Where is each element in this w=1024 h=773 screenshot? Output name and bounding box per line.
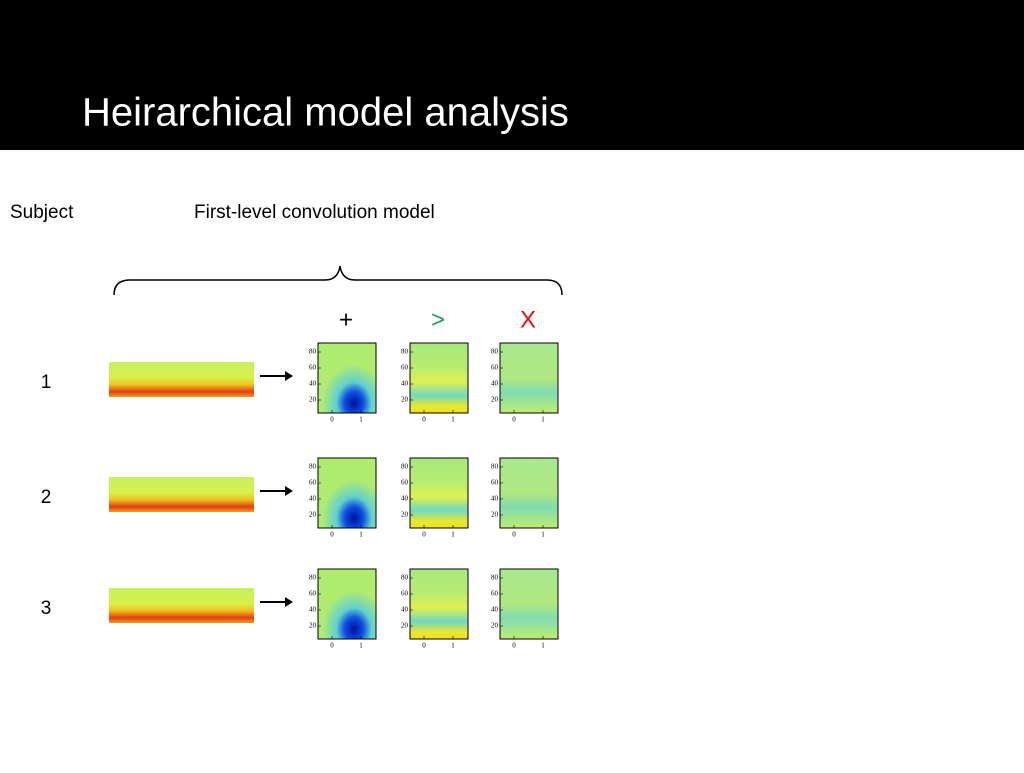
y-tick-label: 80 (401, 348, 409, 356)
y-tick-label: 40 (309, 380, 317, 388)
subject-heading: Subject (10, 202, 74, 223)
arrow-head (285, 371, 293, 381)
y-tick-label: 40 (491, 606, 499, 614)
x-tick-label: 0 (330, 642, 334, 650)
y-tick-label: 20 (401, 511, 409, 519)
x-tick-label: 0 (330, 531, 334, 539)
heatmap (409, 342, 469, 414)
x-tick-label: 0 (422, 642, 426, 650)
y-tick-label: 80 (309, 574, 317, 582)
header-bar (0, 0, 1024, 150)
y-tick-label: 80 (309, 348, 317, 356)
y-tick-label: 20 (309, 622, 317, 630)
y-tick-label: 80 (401, 463, 409, 471)
heatmap (409, 457, 469, 529)
heatmap (317, 457, 377, 529)
subject-number: 2 (41, 487, 52, 508)
y-tick-label: 60 (491, 479, 499, 487)
heatmap (499, 457, 559, 529)
subject-number: 1 (41, 372, 52, 393)
spectrogram (109, 477, 254, 512)
heatmap (409, 568, 469, 640)
y-tick-label: 40 (401, 380, 409, 388)
y-tick-label: 40 (309, 606, 317, 614)
y-tick-label: 80 (401, 574, 409, 582)
y-tick-label: 40 (401, 495, 409, 503)
y-tick-label: 20 (309, 511, 317, 519)
y-tick-label: 20 (491, 396, 499, 404)
y-tick-label: 40 (309, 495, 317, 503)
y-tick-label: 40 (401, 606, 409, 614)
condition-label: + (339, 306, 353, 333)
arrow-head (285, 486, 293, 496)
slide-title: Heirarchical model analysis (82, 91, 569, 135)
y-tick-label: 80 (491, 463, 499, 471)
y-tick-label: 20 (491, 622, 499, 630)
y-tick-label: 80 (491, 574, 499, 582)
y-tick-label: 60 (309, 364, 317, 372)
y-tick-label: 60 (309, 479, 317, 487)
y-tick-label: 80 (309, 463, 317, 471)
y-tick-label: 40 (491, 495, 499, 503)
heatmap (317, 568, 377, 640)
x-tick-label: 0 (512, 642, 516, 650)
x-tick-label: 1 (451, 531, 455, 539)
x-tick-label: 0 (422, 531, 426, 539)
x-tick-label: 1 (541, 416, 545, 424)
y-tick-label: 60 (401, 479, 409, 487)
x-tick-label: 1 (359, 416, 363, 424)
heatmap (317, 342, 377, 414)
brace (113, 265, 563, 296)
x-tick-label: 1 (451, 416, 455, 424)
y-tick-label: 20 (491, 511, 499, 519)
y-tick-label: 20 (309, 396, 317, 404)
y-tick-label: 60 (309, 590, 317, 598)
x-tick-label: 1 (541, 531, 545, 539)
y-tick-label: 60 (491, 590, 499, 598)
y-tick-label: 60 (491, 364, 499, 372)
y-tick-label: 20 (401, 396, 409, 404)
x-tick-label: 1 (359, 531, 363, 539)
x-tick-label: 0 (422, 416, 426, 424)
x-tick-label: 0 (512, 531, 516, 539)
spectrogram (109, 588, 254, 623)
subject-number: 3 (41, 598, 52, 619)
condition-label: X (520, 306, 536, 333)
spectrogram (109, 362, 254, 397)
x-tick-label: 0 (330, 416, 334, 424)
y-tick-label: 60 (401, 364, 409, 372)
model-heading: First-level convolution model (194, 202, 435, 223)
y-tick-label: 80 (491, 348, 499, 356)
heatmap (499, 342, 559, 414)
x-tick-label: 1 (359, 642, 363, 650)
y-tick-label: 60 (401, 590, 409, 598)
heatmap (499, 568, 559, 640)
content: + > X 1 80 60 40 20 0 1 80 60 40 20 0 1 80 60 40 20 0 1 2 80 60 4… (41, 306, 559, 650)
x-tick-label: 0 (512, 416, 516, 424)
x-tick-label: 1 (541, 642, 545, 650)
y-tick-label: 20 (401, 622, 409, 630)
condition-label: > (431, 306, 445, 333)
arrow-head (285, 597, 293, 607)
x-tick-label: 1 (451, 642, 455, 650)
y-tick-label: 40 (491, 380, 499, 388)
